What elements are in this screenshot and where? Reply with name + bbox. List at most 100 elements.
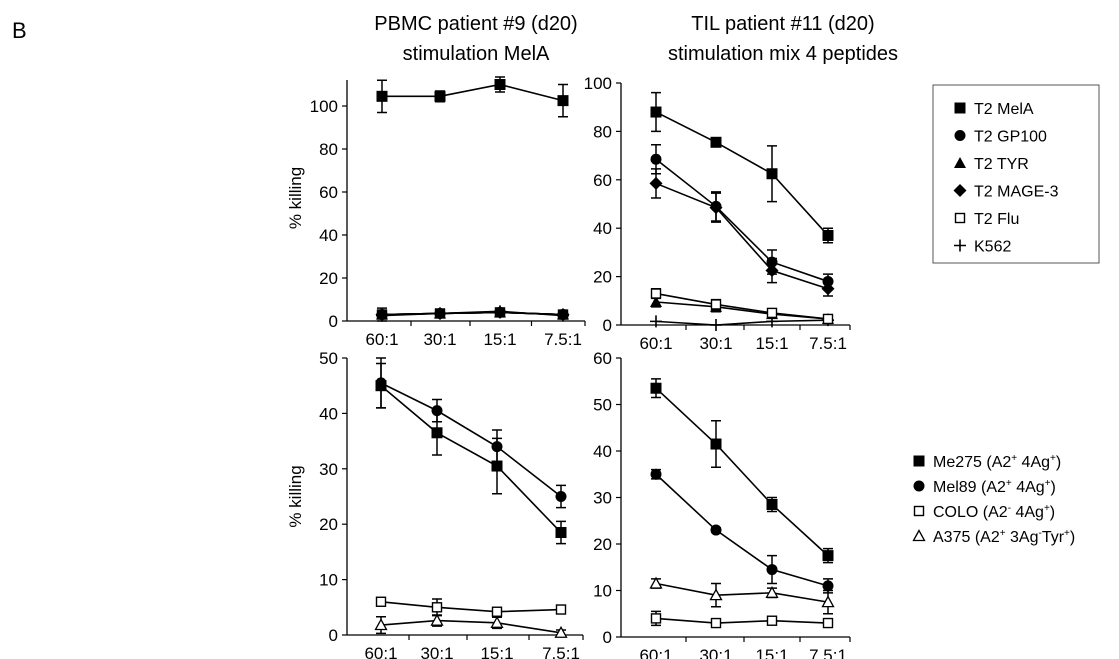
data-point-filled-square (766, 168, 778, 180)
legend-label: T2 Flu (974, 211, 1019, 228)
legend-label: A375 (A2+ 3Ag-Tyr+) (933, 528, 1075, 546)
x-tick-label: 15:1 (483, 330, 516, 349)
legend-label-superscript: + (1064, 528, 1070, 539)
panel-letter: B (12, 18, 27, 43)
data-point-open-square (491, 606, 503, 617)
y-tick-label: 60 (319, 183, 338, 202)
data-point-filled-square (557, 95, 569, 107)
data-point-filled-square (376, 90, 388, 102)
legend-label: T2 TYR (974, 156, 1029, 173)
plots-area: 0 20 40 60 80 100 60:1 30:1 15:1 7.5:1 % killing 0 2… (286, 74, 851, 659)
legend-marker-filled-square (954, 102, 966, 114)
legend-item: A375 (A2+ 3Ag-Tyr+) (912, 528, 1075, 546)
data-point-open-square (766, 307, 778, 319)
column-title-left-line2: stimulation MelA (403, 43, 550, 65)
data-point-filled-circle (491, 441, 503, 453)
legend-marker-filled-square (913, 455, 925, 467)
data-point-open-triangle (709, 588, 723, 601)
legend-marker-filled-diamond (953, 184, 967, 197)
x-tick-label: 60:1 (364, 644, 397, 659)
y-tick-label: 0 (329, 626, 338, 645)
data-point-filled-circle (650, 153, 662, 165)
data-point-open-triangle (554, 625, 568, 638)
legend-label-superscript: + (1011, 453, 1017, 464)
plot-top-left: 0 20 40 60 80 100 60:1 30:1 15:1 7.5:1 % killing (286, 76, 586, 349)
legend-label: COLO (A2- 4Ag+) (933, 503, 1055, 521)
data-point-open-square (650, 288, 662, 299)
legend-top-frame (932, 84, 1100, 264)
y-tick-label: 100 (310, 97, 338, 116)
data-point-filled-square (710, 438, 722, 450)
series-line (655, 582, 829, 603)
legend-label: K562 (974, 239, 1011, 256)
data-point-filled-circle (555, 491, 567, 502)
legend-label-part: COLO (A2 (933, 504, 1008, 521)
series-line (655, 387, 829, 557)
x-tick-label: 30:1 (420, 644, 453, 659)
legend-label-part: T2 TYR (974, 156, 1029, 173)
y-tick-label: 40 (593, 442, 612, 461)
legend-item: T2 GP100 (954, 129, 1047, 146)
legend-label-part: 3Ag (1006, 529, 1039, 546)
legend-label-superscript: - (1038, 528, 1041, 539)
data-point-open-square (766, 615, 778, 626)
x-tick-label: 60:1 (639, 646, 672, 659)
y-axis-title: % killing (286, 167, 305, 229)
legend-bottom: Me275 (A2+ 4Ag+) Mel89 (A2+ 4Ag+) COLO (A2… (912, 453, 1075, 546)
data-point-open-triangle (649, 576, 663, 589)
series-line (655, 158, 829, 283)
legend-label-part: ) (1056, 454, 1061, 471)
series-line (655, 111, 829, 236)
y-tick-label: 0 (329, 312, 338, 331)
data-point-filled-square (491, 460, 503, 472)
legend-top: T2 MelA T2 GP100 T2 TYR T2 MAGE-3 T2 Flu K562 (932, 84, 1100, 264)
data-point-filled-square (766, 498, 778, 510)
legend-label: T2 MAGE-3 (974, 184, 1059, 201)
legend-label: Mel89 (A2+ 4Ag+) (933, 478, 1056, 496)
y-tick-label: 20 (593, 535, 612, 554)
y-tick-label: 30 (593, 489, 612, 508)
series-line (382, 83, 564, 102)
series-colo-a2-4ag (375, 596, 567, 617)
x-tick-label: 60:1 (365, 330, 398, 349)
series-line (655, 617, 829, 624)
legend-label-superscript: + (1044, 503, 1050, 514)
legend-label-part: A375 (A2 (933, 529, 1000, 546)
data-point-filled-circle (650, 468, 662, 480)
series-line (380, 385, 562, 534)
legend-label-part: T2 Flu (974, 211, 1019, 228)
data-point-filled-circle (375, 377, 387, 389)
legend-marker-filled-circle (954, 130, 966, 141)
legend-label-part: ) (1070, 529, 1075, 546)
legend-label-part: Me275 (A2 (933, 454, 1011, 471)
data-point-filled-circle (494, 306, 506, 318)
legend-label: Me275 (A2+ 4Ag+) (933, 453, 1061, 471)
legend-item: T2 Flu (954, 211, 1019, 228)
x-tick-label: 30:1 (423, 330, 456, 349)
column-title-right-line1: TIL patient #11 (d20) (691, 13, 874, 35)
x-tick-label: 30:1 (699, 646, 732, 659)
legend-label-part: T2 MAGE-3 (974, 184, 1059, 201)
legend-label-part: K562 (974, 239, 1011, 256)
data-point-open-square (650, 613, 662, 624)
data-point-filled-square (822, 229, 834, 241)
series-line (655, 292, 829, 320)
data-point-open-square (822, 313, 834, 325)
y-tick-label: 20 (593, 268, 612, 287)
legend-marker-open-square (913, 505, 925, 517)
y-tick-label: 20 (319, 515, 338, 534)
column-title-left-line1: PBMC patient #9 (d20) (374, 13, 577, 35)
series-line (380, 382, 562, 498)
y-tick-label: 60 (593, 171, 612, 190)
data-point-open-triangle (430, 613, 444, 626)
y-tick-label: 30 (319, 460, 338, 479)
data-point-plus (710, 319, 722, 331)
data-point-filled-circle (822, 275, 834, 287)
x-tick-label: 7.5:1 (544, 330, 582, 349)
data-point-open-triangle (821, 595, 835, 608)
y-tick-label: 80 (319, 140, 338, 159)
y-tick-label: 40 (319, 404, 338, 423)
data-point-filled-circle (376, 309, 388, 321)
y-tick-label: 60 (593, 349, 612, 368)
